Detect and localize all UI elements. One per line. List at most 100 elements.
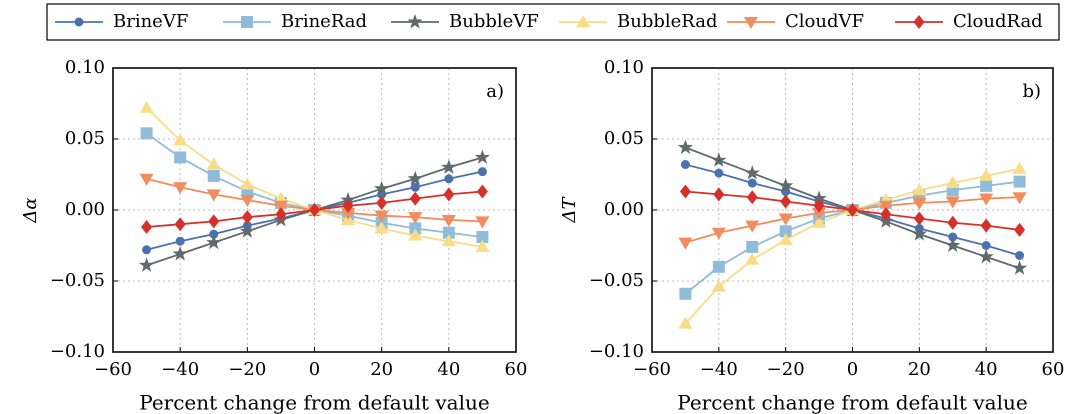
data-point bbox=[778, 177, 794, 193]
y-tick-label: −0.05 bbox=[589, 270, 644, 291]
data-point bbox=[981, 241, 991, 250]
data-point bbox=[745, 220, 760, 233]
data-point bbox=[475, 239, 490, 252]
plot-frame bbox=[112, 67, 517, 353]
data-point bbox=[474, 149, 491, 164]
data-point bbox=[374, 221, 389, 234]
x-tick-label: 40 bbox=[975, 359, 998, 380]
x-tick-label: 40 bbox=[437, 359, 460, 380]
data-point bbox=[476, 230, 489, 243]
data-point bbox=[912, 183, 927, 196]
data-point bbox=[679, 184, 691, 199]
data-point bbox=[980, 179, 993, 192]
data-point bbox=[341, 207, 356, 220]
data-point bbox=[173, 133, 188, 146]
data-point bbox=[712, 260, 725, 273]
data-point bbox=[677, 139, 694, 154]
data-point bbox=[443, 187, 455, 202]
data-point bbox=[273, 191, 288, 204]
plot-frame bbox=[651, 67, 1054, 353]
legend-marker bbox=[913, 15, 925, 29]
data-point bbox=[441, 159, 457, 174]
data-point bbox=[240, 177, 255, 190]
data-point bbox=[174, 217, 186, 232]
y-tick-label: −0.05 bbox=[50, 270, 105, 291]
data-point bbox=[174, 151, 187, 164]
data-point bbox=[206, 157, 221, 170]
data-point bbox=[679, 287, 692, 300]
data-point bbox=[680, 160, 690, 170]
data-point bbox=[779, 225, 792, 238]
panel-label: b) bbox=[1022, 81, 1041, 102]
data-point bbox=[745, 252, 760, 265]
data-point bbox=[206, 234, 222, 250]
x-tick-label: 0 bbox=[309, 359, 320, 380]
data-point bbox=[407, 170, 423, 186]
data-point bbox=[947, 215, 959, 230]
y-tick-label: 0.10 bbox=[604, 57, 644, 78]
data-point bbox=[475, 216, 490, 229]
data-point bbox=[241, 210, 253, 225]
data-point bbox=[209, 229, 219, 239]
data-point bbox=[206, 189, 221, 202]
x-tick-label: −60 bbox=[94, 359, 132, 380]
data-point bbox=[476, 184, 488, 199]
data-point bbox=[744, 165, 760, 180]
data-point bbox=[374, 210, 389, 223]
data-point bbox=[374, 180, 390, 196]
panel-label: a) bbox=[486, 81, 504, 102]
legend-label: BubbleRad bbox=[617, 11, 718, 32]
y-tick-label: 0.00 bbox=[604, 199, 644, 220]
data-point bbox=[275, 207, 287, 222]
data-point bbox=[1012, 161, 1027, 174]
data-point bbox=[441, 214, 456, 227]
data-point bbox=[714, 168, 724, 178]
data-point bbox=[813, 198, 825, 213]
y-tick-label: 0.00 bbox=[65, 199, 105, 220]
legend-label: CloudVF bbox=[785, 11, 864, 32]
data-point bbox=[945, 196, 960, 209]
x-tick-label: 60 bbox=[505, 359, 528, 380]
y-tick-label: −0.10 bbox=[589, 341, 644, 362]
legend-label: BrineVF bbox=[113, 11, 188, 32]
data-point bbox=[477, 167, 487, 177]
data-point bbox=[847, 203, 858, 217]
data-point bbox=[948, 232, 958, 242]
legend-marker bbox=[241, 16, 253, 28]
x-tick-label: −20 bbox=[228, 359, 266, 380]
data-point bbox=[778, 213, 793, 226]
x-axis-label: Percent change from default value bbox=[139, 391, 489, 414]
data-point bbox=[979, 168, 994, 181]
data-point bbox=[207, 169, 220, 182]
data-point bbox=[678, 316, 693, 329]
x-tick-label: −40 bbox=[161, 359, 199, 380]
data-point bbox=[409, 222, 422, 235]
data-point bbox=[713, 187, 725, 202]
x-tick-label: −40 bbox=[700, 359, 738, 380]
data-point bbox=[142, 245, 152, 255]
legend-frame bbox=[46, 3, 1060, 41]
data-point bbox=[980, 218, 992, 233]
x-tick-label: 0 bbox=[847, 359, 858, 380]
data-point bbox=[747, 178, 757, 188]
data-point bbox=[173, 182, 188, 195]
data-point bbox=[778, 232, 793, 245]
data-point bbox=[441, 234, 456, 247]
data-point bbox=[979, 193, 994, 206]
data-point bbox=[1013, 175, 1026, 188]
x-tick-label: 20 bbox=[370, 359, 393, 380]
legend-marker bbox=[74, 17, 84, 27]
x-tick-label: −60 bbox=[633, 359, 671, 380]
data-point bbox=[376, 195, 388, 210]
data-point bbox=[442, 226, 455, 239]
data-point bbox=[140, 127, 153, 140]
data-point bbox=[139, 173, 154, 186]
y-axis-label: Δα bbox=[20, 197, 41, 223]
data-point bbox=[812, 207, 827, 220]
data-point bbox=[711, 152, 727, 167]
data-point bbox=[1012, 192, 1027, 205]
y-tick-label: 0.10 bbox=[65, 57, 105, 78]
data-point bbox=[678, 237, 693, 250]
data-point bbox=[138, 257, 155, 272]
y-tick-label: 0.05 bbox=[604, 128, 644, 149]
